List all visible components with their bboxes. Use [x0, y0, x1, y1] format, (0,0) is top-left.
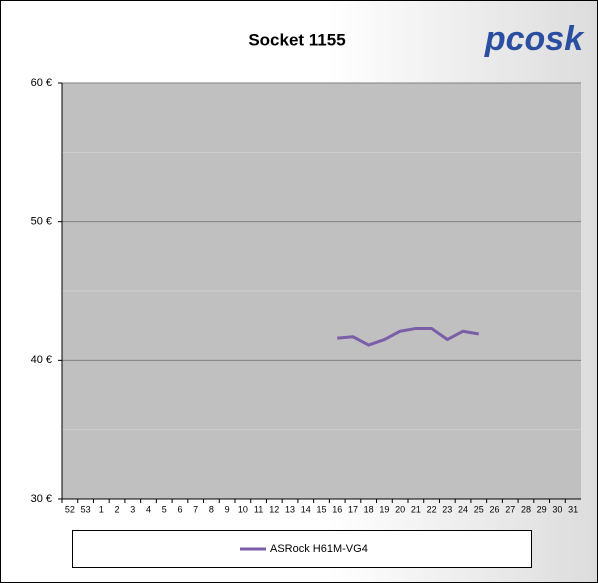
x-tick-label: 3 — [130, 504, 135, 514]
x-tick-label: 26 — [489, 504, 499, 514]
chart-title: Socket 1155 — [248, 30, 345, 49]
x-tick-label: 2 — [115, 504, 120, 514]
x-tick-label: 21 — [411, 504, 421, 514]
x-tick-label: 13 — [285, 504, 295, 514]
x-tick-label: 1 — [99, 504, 104, 514]
x-tick-label: 23 — [442, 504, 452, 514]
x-tick-label: 18 — [364, 504, 374, 514]
y-tick-label: 30 € — [31, 493, 52, 505]
x-tick-label: 10 — [238, 504, 248, 514]
y-tick-label: 60 € — [31, 77, 52, 89]
x-tick-label: 8 — [209, 504, 214, 514]
x-tick-label: 15 — [316, 504, 326, 514]
line-series — [337, 326, 480, 347]
x-tick-label: 22 — [427, 504, 437, 514]
x-tick-label: 20 — [395, 504, 405, 514]
x-tick-label: 53 — [81, 504, 91, 514]
x-tick-label: 11 — [254, 504, 263, 514]
x-tick-label: 19 — [379, 504, 389, 514]
x-tick-label: 25 — [474, 504, 484, 514]
x-tick-label: 17 — [348, 504, 358, 514]
x-tick-label: 28 — [521, 504, 531, 514]
x-tick-label: 4 — [146, 504, 151, 514]
y-tick-label: 40 € — [31, 354, 52, 366]
x-tick-label: 27 — [505, 504, 515, 514]
x-tick-label: 5 — [162, 504, 167, 514]
x-tick-label: 14 — [301, 504, 311, 514]
y-tick-label: 50 € — [31, 216, 52, 228]
logo: pcosk — [484, 20, 585, 58]
x-tick-label: 31 — [568, 504, 578, 514]
x-tick-label: 9 — [225, 504, 230, 514]
x-tick-label: 24 — [458, 504, 468, 514]
x-tick-label: 16 — [332, 504, 342, 514]
x-tick-label: 52 — [65, 504, 75, 514]
x-tick-label: 29 — [537, 504, 547, 514]
x-tick-label: 12 — [269, 504, 279, 514]
x-tick-label: 6 — [177, 504, 182, 514]
x-tick-label: 7 — [193, 504, 198, 514]
legend-label: ASRock H61M-VG4 — [270, 543, 368, 555]
x-tick-label: 30 — [552, 504, 562, 514]
legend — [72, 530, 532, 568]
